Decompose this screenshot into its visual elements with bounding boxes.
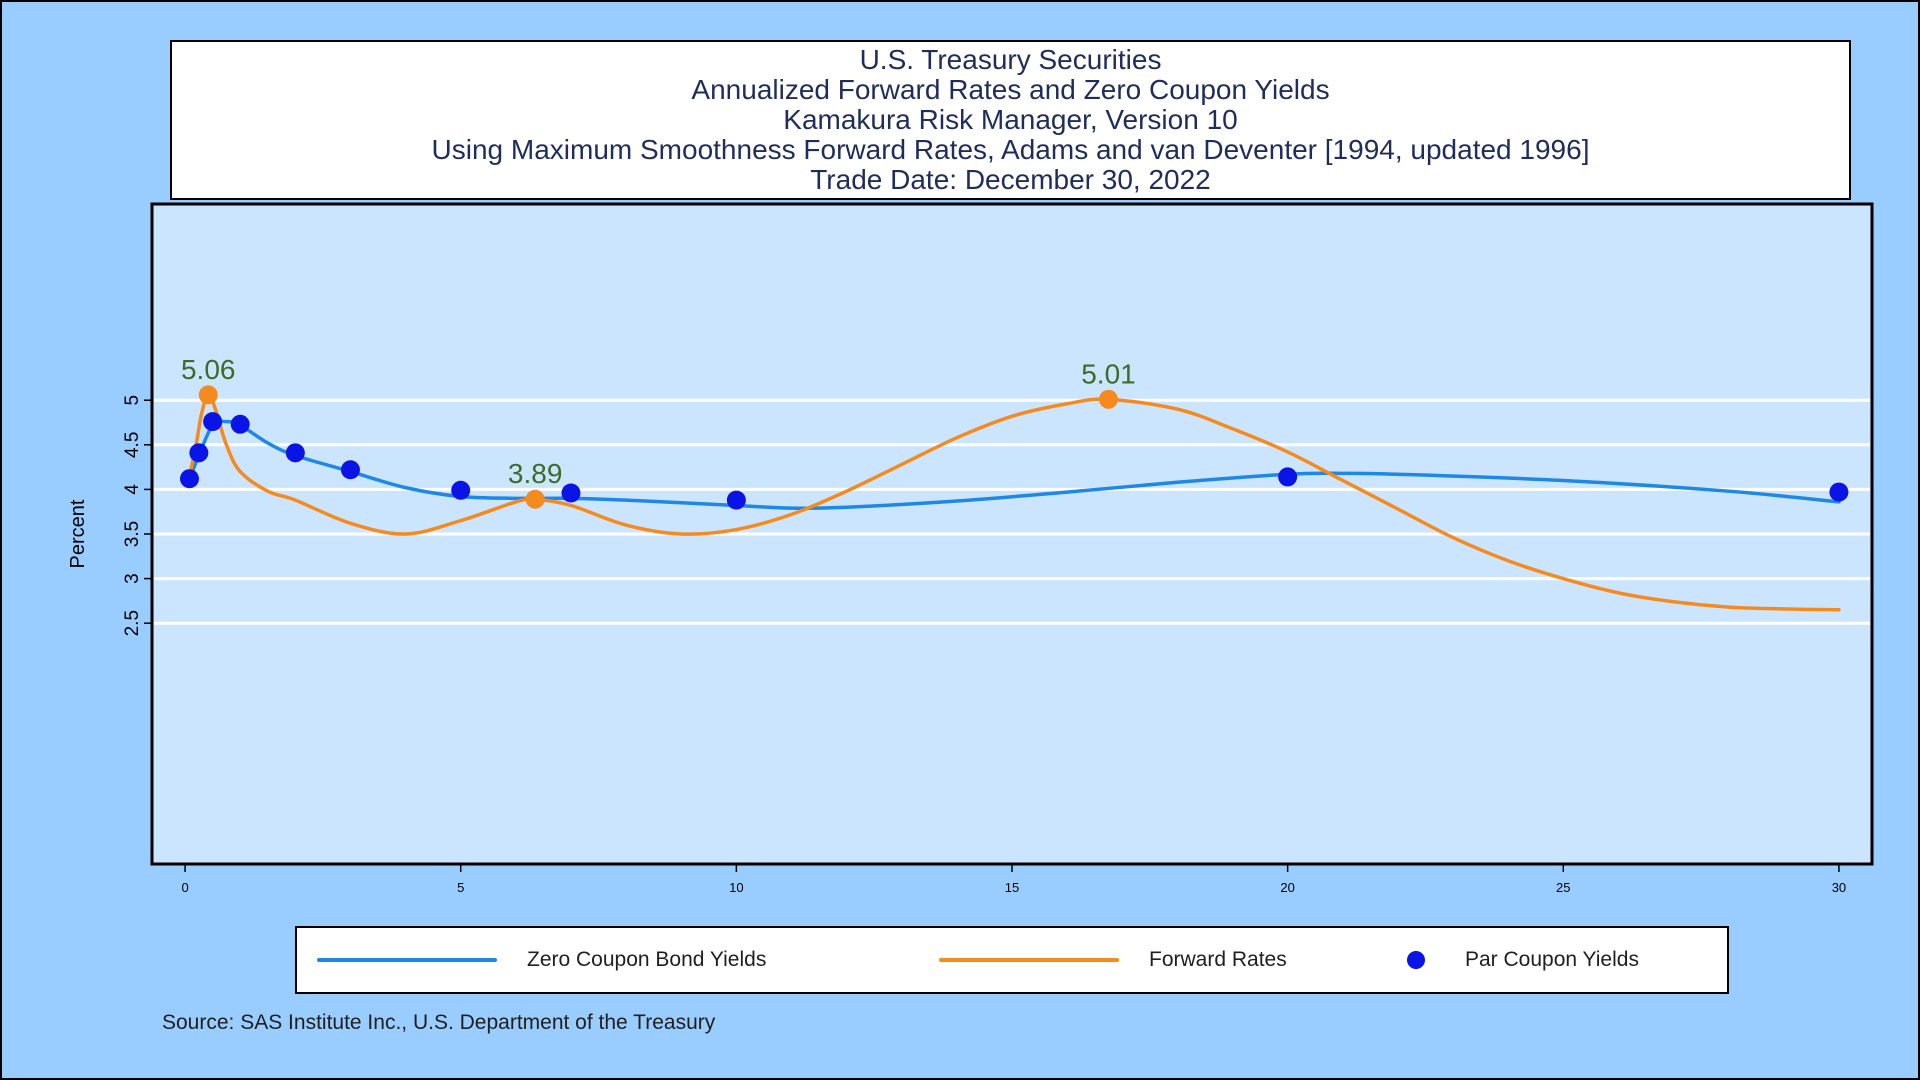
x-tick-label: 0 [181,880,188,895]
par-yield-point [189,443,209,463]
x-tick-label: 30 [1832,880,1846,895]
par-yield-point [285,443,305,463]
legend-label-forward: Forward Rates [1149,948,1287,971]
par-yield-point [1829,482,1849,502]
source-note: Source: SAS Institute Inc., U.S. Departm… [162,1011,716,1034]
x-tick-label: 5 [457,880,464,895]
legend-swatch-par [1407,951,1425,969]
chart-title-box: U.S. Treasury Securities Annualized Forw… [170,40,1851,200]
x-tick-label: 15 [1005,880,1019,895]
forward-rate-marker [1098,389,1118,409]
points-layer [179,412,1849,510]
title-line-5: Trade Date: December 30, 2022 [810,164,1211,195]
par-yield-point [340,460,360,480]
forward-rate-marker [525,489,545,509]
annotation-layer: 5.06 3.89 5.01 [181,354,1136,509]
x-tick-label: 10 [729,880,743,895]
tick-layer: 2.5 3 3.5 4 4.5 5 0 5 10 15 20 25 30 [122,395,1846,895]
x-tick-label: 25 [1556,880,1570,895]
y-tick-label: 2.5 [122,610,143,636]
par-yield-point [179,469,199,489]
par-yield-point [203,412,223,432]
legend-swatch-zero-coupon [317,958,497,962]
title-line-4: Using Maximum Smoothness Forward Rates, … [431,134,1590,165]
legend-item-zero-coupon: Zero Coupon Bond Yields [317,928,766,992]
legend-item-par: Par Coupon Yields [1407,928,1639,992]
annotation-label: 3.89 [508,458,563,489]
par-yield-point [561,483,581,503]
title-line-2: Annualized Forward Rates and Zero Coupon… [691,74,1330,105]
y-tick-label: 5 [122,395,143,406]
y-tick-label: 4.5 [122,432,143,458]
par-yield-point [726,490,746,510]
legend: Zero Coupon Bond Yields Forward Rates Pa… [295,926,1729,994]
y-tick-label: 4 [122,484,143,495]
x-tick-label: 20 [1280,880,1294,895]
y-tick-label: 3.5 [122,521,143,547]
title-line-3: Kamakura Risk Manager, Version 10 [783,104,1238,135]
par-yield-point [230,414,250,434]
annotation-label: 5.06 [181,354,236,385]
forward-rate-marker [198,385,218,405]
grid-layer [154,398,1870,625]
legend-item-forward: Forward Rates [939,928,1287,992]
legend-label-par: Par Coupon Yields [1465,948,1639,971]
par-yield-point [1278,467,1298,487]
par-yield-point [451,480,471,500]
series-line-forward-rates [187,393,1841,612]
legend-label-zero-coupon: Zero Coupon Bond Yields [527,948,767,971]
y-tick-label: 3 [122,573,143,584]
annotation-label: 5.01 [1081,358,1136,389]
title-line-1: U.S. Treasury Securities [859,44,1162,75]
legend-swatch-forward [939,958,1119,962]
y-axis-label: Percent [67,499,89,568]
